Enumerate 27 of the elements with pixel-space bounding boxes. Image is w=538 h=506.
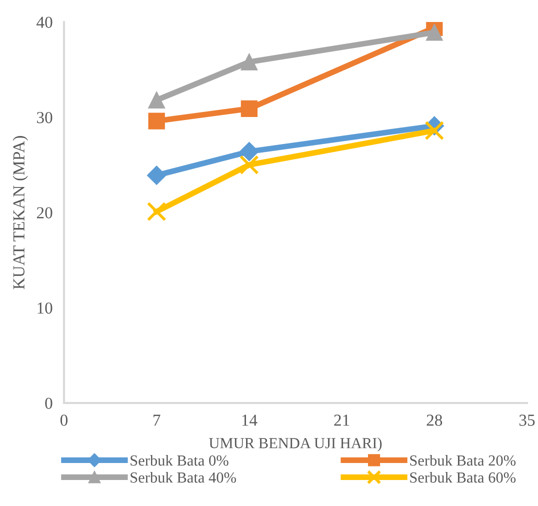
- y-tick-label: 20: [36, 207, 52, 218]
- y-tick-label: 30: [37, 112, 52, 124]
- point: [426, 24, 443, 41]
- y-tick-label: 0: [45, 398, 52, 409]
- y-tick-label: 10: [38, 302, 52, 314]
- legend-label: Serbuk Bata 0%: [130, 454, 228, 466]
- x-tick-label: 35: [519, 414, 535, 426]
- point: [239, 155, 259, 175]
- point: [240, 54, 258, 70]
- legend-label: Serbuk Bata 40%: [130, 472, 236, 483]
- point: [147, 166, 166, 185]
- legend-label: Serbuk Bata 20%: [410, 454, 516, 466]
- point: [424, 120, 444, 140]
- x-tick-label: 14: [242, 414, 258, 426]
- x-tick-label: 21: [334, 414, 350, 426]
- x-axis-title: UMUR BENDA UJI HARI): [209, 438, 382, 452]
- x-tick-label: 0: [60, 414, 68, 426]
- point: [148, 92, 165, 108]
- y-axis-title: KUAT TEKAN (MPA): [12, 136, 28, 290]
- x-tick-label: 7: [154, 414, 160, 426]
- y-tick-label: 40: [36, 16, 52, 28]
- point: [146, 202, 166, 222]
- point: [148, 112, 165, 130]
- point: [240, 100, 258, 118]
- legend-label: Serbuk Bata 60%: [410, 472, 516, 483]
- point: [240, 142, 259, 162]
- x-tick-label: 28: [426, 414, 442, 426]
